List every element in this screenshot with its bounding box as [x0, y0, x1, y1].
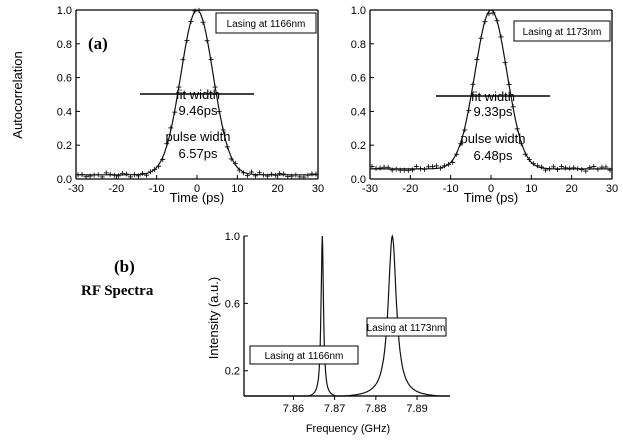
x-tick-label: 10 [231, 183, 243, 195]
x-tick-label: 20 [272, 183, 284, 195]
x-tick-label: -10 [443, 183, 459, 195]
fit-width-value: 9.46ps [178, 103, 218, 118]
panel-a-label: (a) [88, 34, 108, 53]
x-tick-label: 0 [488, 183, 494, 195]
fit-width-label: fit width [471, 89, 515, 104]
y-tick-label: 0.4 [351, 106, 366, 118]
plot-area [75, 7, 319, 180]
rf-spectra-title: RF Spectra [81, 283, 154, 299]
y-ticks: 0.2 0.6 1.0 [225, 231, 248, 378]
legend-label: Lasing at 1166nm [227, 19, 306, 30]
x-tick-label: 30 [606, 183, 618, 195]
y-tick-label: 0.4 [57, 106, 72, 118]
legend-label-1173nm: Lasing at 1173nm [367, 323, 446, 334]
x-tick-label: 30 [312, 183, 324, 195]
y-tick-label: 0.0 [57, 174, 72, 186]
y-tick-label: 1.0 [57, 5, 72, 17]
x-tick-label: 7.87 [324, 403, 345, 415]
x-tick-label: 20 [566, 183, 578, 195]
rf-spectra-chart: 7.86 7.87 7.88 7.89 0.2 0.6 1.0 (b) RF Spectr… [81, 231, 450, 435]
rf-spectrum-line-1173nm [244, 234, 450, 397]
x-ticks: -30 -20 -10 0 10 20 30 [362, 175, 618, 195]
x-tick-label: 7.89 [406, 403, 427, 415]
legend-box [513, 20, 611, 42]
x-tick-label: 10 [525, 183, 537, 195]
x-tick-label: 0 [194, 183, 200, 195]
pulse-width-value: 6.57ps [178, 146, 218, 161]
fit-width-label: fit width [176, 87, 220, 102]
autocorrelation-chart-1166nm: -30 -20 -10 0 10 20 30 0.00.20.40.60.81.0 (a) … [10, 5, 324, 205]
x-tick-label: -30 [362, 183, 378, 195]
x-axis-label: Time (ps) [170, 190, 224, 205]
y-tick-label: 1.0 [351, 5, 366, 17]
y-tick-label: 0.6 [225, 298, 240, 310]
plot-area [244, 234, 450, 397]
x-axis-label: Frequency (GHz) [306, 423, 390, 435]
legend-box [215, 12, 317, 34]
gaussian-fit-line [370, 9, 612, 170]
y-tick-label: 0.8 [57, 39, 72, 51]
x-tick-label: -10 [149, 183, 165, 195]
x-tick-label: -20 [108, 183, 124, 195]
x-axis-label: Time (ps) [464, 190, 518, 205]
y-tick-label: 0.6 [351, 73, 366, 85]
legend-label-1166nm: Lasing at 1166nm [265, 351, 344, 362]
x-tick-label: -20 [402, 183, 418, 195]
y-axis-label: Intensity (a.u.) [206, 277, 221, 359]
y-tick-label: 0.8 [351, 39, 366, 51]
y-tick-label: 1.0 [225, 231, 240, 243]
pulse-width-label: pulse width [165, 129, 230, 144]
x-tick-label: 7.86 [283, 403, 304, 415]
pulse-width-value: 6.48ps [473, 148, 513, 163]
x-ticks: -30 -20 -10 0 10 20 30 [68, 175, 324, 195]
y-tick-label: 0.2 [351, 140, 366, 152]
y-ticks: 0.0 0.2 0.4 0.6 0.8 1.0 [351, 5, 374, 186]
autocorrelation-chart-1173nm: -30 -20 -10 0 10 20 30 0.0 0.2 0.4 0.6 0.8 1.0 Lasi… [351, 5, 618, 205]
legend-label: Lasing at 1173nm [523, 27, 602, 38]
x-ticks: 7.86 7.87 7.88 7.89 [283, 396, 428, 415]
y-tick-label: 0.0 [351, 174, 366, 186]
y-tick-label: 0.2 [225, 366, 240, 378]
legend-box-1173nm [366, 317, 447, 337]
x-tick-label: 7.88 [365, 403, 386, 415]
rf-spectrum-line-1166nm [244, 235, 450, 397]
x-tick-label: -30 [68, 183, 84, 195]
pulse-width-label: pulse width [460, 131, 525, 146]
fit-width-value: 9.33ps [473, 104, 513, 119]
plot-area [369, 9, 613, 174]
panel-b-label: (b) [114, 257, 135, 276]
y-tick-label: 0.2 [57, 140, 72, 152]
y-ticks: 0.0 0.2 0.4 0.6 0.8 1.0 [57, 5, 80, 186]
y-axis-label: Autocorrelation [10, 51, 25, 138]
y-tick-label: 0.6 [57, 73, 72, 85]
legend-box-1166nm [249, 345, 359, 365]
